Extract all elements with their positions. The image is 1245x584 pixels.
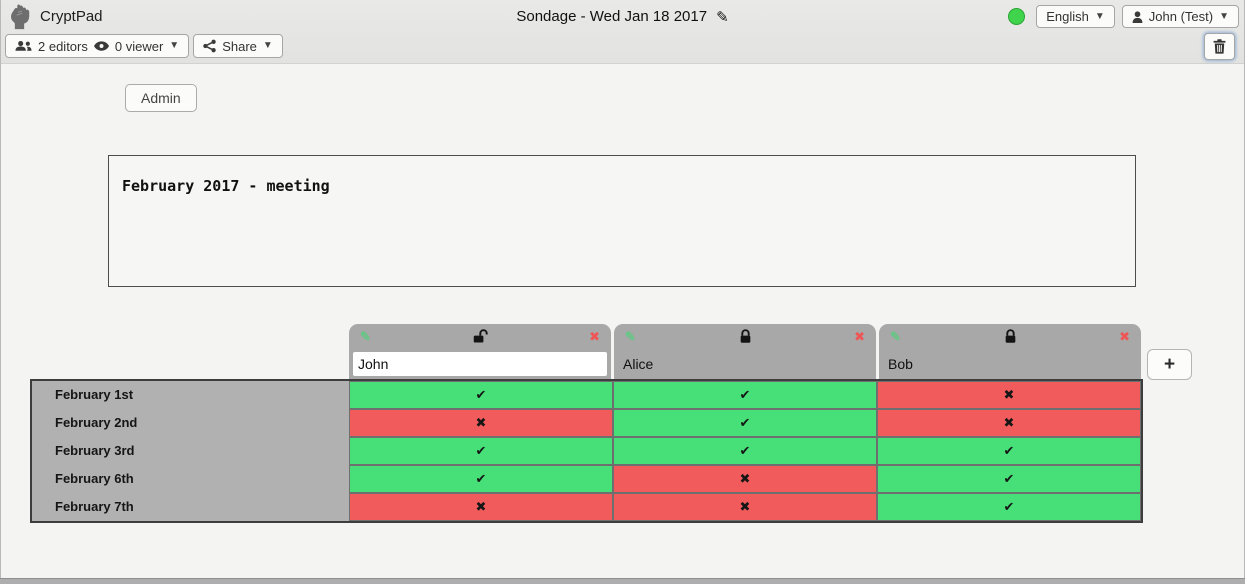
- vote-cell-yes[interactable]: ✔: [613, 437, 877, 465]
- chevron-down-icon: ▼: [262, 40, 273, 51]
- row-label: February 1st: [32, 381, 349, 409]
- lock-icon[interactable]: [1004, 329, 1017, 344]
- app-title: CryptPad: [40, 8, 103, 25]
- vote-cell-yes[interactable]: ✔: [613, 381, 877, 409]
- chevron-down-icon: ▼: [169, 40, 180, 51]
- share-icon: [203, 39, 216, 53]
- doc-title-area: Sondage - Wed Jan 18 2017 ✎: [0, 0, 1245, 33]
- brand: CryptPad: [8, 3, 103, 30]
- editors-viewers-dropdown[interactable]: 2 editors 0 viewer ▼: [5, 34, 190, 58]
- user-menu-dropdown[interactable]: John (Test) ▼: [1121, 5, 1239, 28]
- language-label: English: [1046, 9, 1089, 24]
- column-header-bob: ✎ ✖ Bob: [879, 324, 1141, 379]
- toolbar-right: English ▼ John (Test) ▼: [1008, 5, 1239, 28]
- poll-grid: February 1st ✔ ✔ ✖ February 2nd ✖ ✔ ✖ February 3…: [30, 379, 1143, 523]
- poll-table: ✎✖✎✖Alice✎✖Bob February 1st✔✔✖February 2…: [30, 324, 1210, 523]
- vote-cell-no[interactable]: ✖: [877, 409, 1141, 437]
- vote-cell-no[interactable]: ✖: [349, 409, 613, 437]
- unlock-icon[interactable]: [473, 329, 488, 344]
- remove-column-icon[interactable]: ✖: [589, 329, 600, 344]
- lock-icon[interactable]: [739, 329, 752, 344]
- poll-description-textarea[interactable]: February 2017 - meeting: [108, 155, 1136, 287]
- vote-cell-yes[interactable]: ✔: [349, 381, 613, 409]
- column-name-row: [349, 349, 611, 379]
- column-name-row: Alice: [614, 349, 876, 379]
- vote-cell-yes[interactable]: ✔: [877, 465, 1141, 493]
- window-frame-bottom: [0, 578, 1245, 584]
- add-column-button[interactable]: +: [1147, 349, 1192, 380]
- edit-column-pencil-icon[interactable]: ✎: [890, 329, 901, 344]
- eye-icon: [93, 41, 109, 51]
- viewers-count-label: 0 viewer: [114, 38, 164, 54]
- row-label: February 2nd: [32, 409, 349, 437]
- row-label: February 7th: [32, 493, 349, 521]
- vote-cell-yes[interactable]: ✔: [613, 409, 877, 437]
- column-header-icons: ✎ ✖: [349, 324, 611, 349]
- column-header-icons: ✎ ✖: [879, 324, 1141, 349]
- toolbar: CryptPad Sondage - Wed Jan 18 2017 ✎ Eng…: [0, 0, 1245, 64]
- column-name-input[interactable]: [353, 352, 607, 376]
- vote-cell-yes[interactable]: ✔: [349, 437, 613, 465]
- users-icon: [15, 40, 32, 52]
- vote-cell-no[interactable]: ✖: [613, 465, 877, 493]
- user-icon: [1132, 10, 1143, 23]
- remove-column-icon[interactable]: ✖: [854, 329, 865, 344]
- edit-column-pencil-icon[interactable]: ✎: [360, 329, 371, 344]
- toolbar-actions-row: 2 editors 0 viewer ▼: [0, 32, 1245, 63]
- column-name-row: Bob: [879, 349, 1141, 379]
- column-header-icons: ✎ ✖: [614, 324, 876, 349]
- document-title[interactable]: Sondage - Wed Jan 18 2017: [516, 8, 708, 25]
- remove-column-icon[interactable]: ✖: [1119, 329, 1130, 344]
- vote-cell-yes[interactable]: ✔: [877, 437, 1141, 465]
- chevron-down-icon: ▼: [1219, 10, 1229, 22]
- language-dropdown[interactable]: English ▼: [1036, 5, 1115, 28]
- column-header-alice: ✎ ✖ Alice: [614, 324, 876, 379]
- row-label: February 3rd: [32, 437, 349, 465]
- toolbar-actions-left: 2 editors 0 viewer ▼: [5, 34, 283, 58]
- user-name-label: John (Test): [1148, 9, 1214, 24]
- vote-cell-no[interactable]: ✖: [613, 493, 877, 521]
- column-name-label: Bob: [888, 356, 913, 372]
- trash-button[interactable]: [1204, 32, 1235, 60]
- toolbar-actions-right: [1204, 32, 1235, 60]
- cryptpad-fist-logo-icon: [8, 3, 31, 30]
- share-dropdown[interactable]: Share ▼: [193, 34, 283, 58]
- connection-status-dot: [1008, 8, 1026, 25]
- row-label: February 6th: [32, 465, 349, 493]
- editors-count-label: 2 editors: [38, 38, 88, 54]
- trash-icon: [1213, 38, 1226, 54]
- vote-cell-yes[interactable]: ✔: [349, 465, 613, 493]
- edit-column-pencil-icon[interactable]: ✎: [625, 329, 636, 344]
- column-header-john: ✎ ✖: [349, 324, 611, 379]
- vote-cell-no[interactable]: ✖: [877, 381, 1141, 409]
- chevron-down-icon: ▼: [1094, 10, 1105, 22]
- edit-title-pencil-icon[interactable]: ✎: [716, 8, 729, 26]
- vote-cell-no[interactable]: ✖: [349, 493, 613, 521]
- poll-column-headers: ✎✖✎✖Alice✎✖Bob: [30, 324, 1210, 379]
- share-label: Share: [222, 38, 257, 54]
- column-name-label: Alice: [623, 356, 654, 372]
- admin-button[interactable]: Admin: [125, 84, 197, 112]
- window-frame-left: [0, 0, 1, 584]
- toolbar-title-row: CryptPad Sondage - Wed Jan 18 2017 ✎ Eng…: [0, 0, 1245, 33]
- vote-cell-yes[interactable]: ✔: [877, 493, 1141, 521]
